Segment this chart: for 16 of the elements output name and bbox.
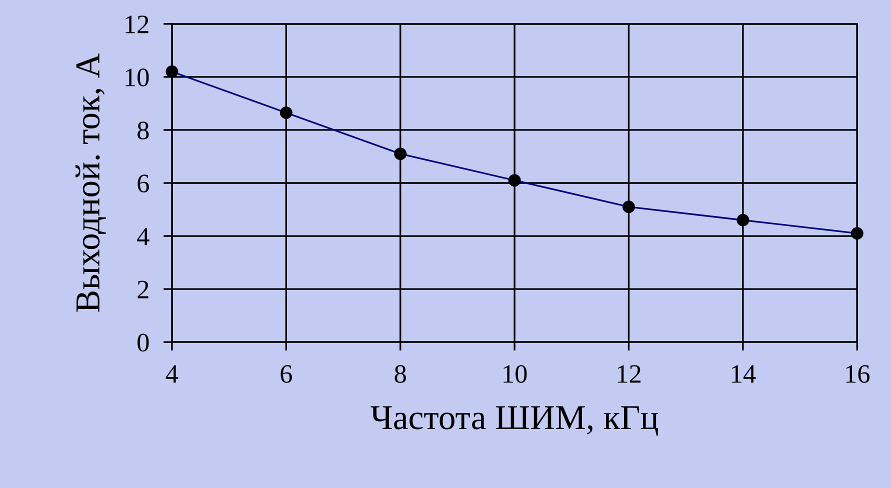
x-tick-label: 16 bbox=[846, 365, 870, 383]
x-tick-label: 12 bbox=[618, 365, 640, 383]
y-tick-label: 8 bbox=[138, 122, 149, 140]
x-axis-title: Частота ШИМ, кГц bbox=[370, 406, 658, 436]
x-tick-label: 4 bbox=[166, 365, 178, 383]
x-tick-label: 6 bbox=[280, 365, 292, 383]
x-tick-label: 10 bbox=[504, 365, 527, 383]
x-tick-label: 8 bbox=[394, 365, 406, 383]
y-tick-label: 0 bbox=[138, 334, 149, 352]
y-tick-label: 4 bbox=[137, 228, 150, 246]
y-tick-label: 10 bbox=[126, 68, 149, 86]
y-axis-title: Выходной. ток, А bbox=[76, 53, 106, 312]
x-tick-label: 14 bbox=[732, 365, 756, 383]
y-tick-label: 12 bbox=[126, 16, 148, 34]
y-tick-label: 6 bbox=[138, 174, 149, 192]
y-tick-label: 2 bbox=[138, 280, 148, 298]
